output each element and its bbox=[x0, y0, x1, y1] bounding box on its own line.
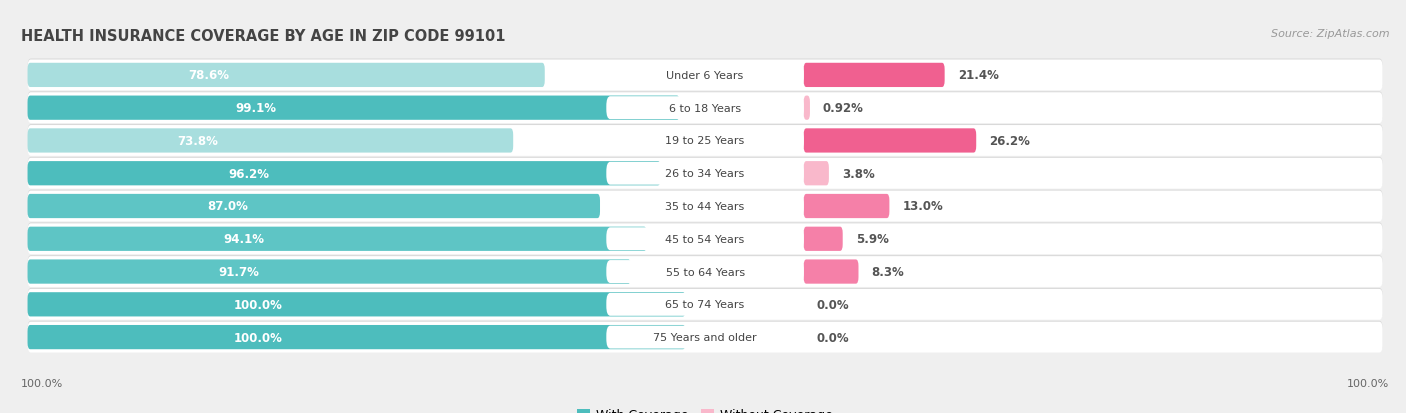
Text: 0.0%: 0.0% bbox=[817, 331, 849, 344]
FancyBboxPatch shape bbox=[606, 97, 804, 120]
Text: 91.7%: 91.7% bbox=[218, 266, 259, 278]
FancyBboxPatch shape bbox=[28, 157, 1382, 188]
Text: 5.9%: 5.9% bbox=[856, 233, 889, 246]
Text: 65 to 74 Years: 65 to 74 Years bbox=[665, 299, 745, 310]
Text: 26 to 34 Years: 26 to 34 Years bbox=[665, 169, 745, 179]
FancyBboxPatch shape bbox=[28, 59, 1382, 90]
Text: 8.3%: 8.3% bbox=[872, 266, 904, 278]
Text: 100.0%: 100.0% bbox=[233, 331, 283, 344]
Text: 45 to 54 Years: 45 to 54 Years bbox=[665, 234, 745, 244]
Text: 0.0%: 0.0% bbox=[817, 298, 849, 311]
Text: 75 Years and older: 75 Years and older bbox=[654, 332, 756, 342]
FancyBboxPatch shape bbox=[28, 288, 1382, 319]
Text: 96.2%: 96.2% bbox=[229, 167, 270, 180]
FancyBboxPatch shape bbox=[28, 260, 631, 284]
FancyBboxPatch shape bbox=[28, 289, 1382, 320]
Text: 3.8%: 3.8% bbox=[842, 167, 875, 180]
FancyBboxPatch shape bbox=[28, 191, 1382, 222]
FancyBboxPatch shape bbox=[804, 195, 890, 218]
Legend: With Coverage, Without Coverage: With Coverage, Without Coverage bbox=[572, 404, 838, 413]
FancyBboxPatch shape bbox=[28, 321, 1382, 352]
FancyBboxPatch shape bbox=[606, 261, 804, 283]
FancyBboxPatch shape bbox=[28, 125, 1382, 156]
FancyBboxPatch shape bbox=[804, 129, 976, 153]
FancyBboxPatch shape bbox=[28, 162, 661, 186]
FancyBboxPatch shape bbox=[28, 126, 1382, 157]
Text: 94.1%: 94.1% bbox=[224, 233, 264, 246]
FancyBboxPatch shape bbox=[606, 162, 804, 185]
FancyBboxPatch shape bbox=[28, 96, 679, 121]
Text: 100.0%: 100.0% bbox=[21, 378, 63, 388]
FancyBboxPatch shape bbox=[28, 159, 1382, 189]
Text: 13.0%: 13.0% bbox=[903, 200, 943, 213]
FancyBboxPatch shape bbox=[28, 322, 1382, 353]
FancyBboxPatch shape bbox=[28, 256, 1382, 286]
Text: 21.4%: 21.4% bbox=[957, 69, 998, 82]
FancyBboxPatch shape bbox=[606, 326, 804, 349]
FancyBboxPatch shape bbox=[606, 195, 804, 218]
Text: 35 to 44 Years: 35 to 44 Years bbox=[665, 202, 745, 211]
FancyBboxPatch shape bbox=[28, 129, 513, 153]
FancyBboxPatch shape bbox=[804, 227, 842, 251]
FancyBboxPatch shape bbox=[606, 293, 804, 316]
Text: 19 to 25 Years: 19 to 25 Years bbox=[665, 136, 745, 146]
Text: 100.0%: 100.0% bbox=[233, 298, 283, 311]
FancyBboxPatch shape bbox=[28, 325, 686, 349]
Text: 0.92%: 0.92% bbox=[823, 102, 863, 115]
Text: 99.1%: 99.1% bbox=[235, 102, 277, 115]
FancyBboxPatch shape bbox=[28, 93, 1382, 124]
FancyBboxPatch shape bbox=[804, 162, 830, 186]
FancyBboxPatch shape bbox=[606, 130, 804, 152]
FancyBboxPatch shape bbox=[28, 195, 600, 218]
FancyBboxPatch shape bbox=[28, 92, 1382, 123]
FancyBboxPatch shape bbox=[28, 292, 686, 317]
Text: Under 6 Years: Under 6 Years bbox=[666, 71, 744, 81]
Text: 26.2%: 26.2% bbox=[990, 135, 1031, 147]
FancyBboxPatch shape bbox=[28, 227, 647, 251]
Text: Source: ZipAtlas.com: Source: ZipAtlas.com bbox=[1271, 29, 1389, 39]
Text: 87.0%: 87.0% bbox=[208, 200, 249, 213]
FancyBboxPatch shape bbox=[28, 60, 1382, 91]
FancyBboxPatch shape bbox=[804, 64, 945, 88]
FancyBboxPatch shape bbox=[28, 64, 544, 88]
Text: 55 to 64 Years: 55 to 64 Years bbox=[665, 267, 745, 277]
Text: 73.8%: 73.8% bbox=[177, 135, 218, 147]
Text: 6 to 18 Years: 6 to 18 Years bbox=[669, 103, 741, 114]
Text: HEALTH INSURANCE COVERAGE BY AGE IN ZIP CODE 99101: HEALTH INSURANCE COVERAGE BY AGE IN ZIP … bbox=[21, 29, 506, 44]
FancyBboxPatch shape bbox=[804, 96, 810, 121]
Text: 78.6%: 78.6% bbox=[188, 69, 229, 82]
FancyBboxPatch shape bbox=[28, 224, 1382, 254]
FancyBboxPatch shape bbox=[804, 260, 859, 284]
FancyBboxPatch shape bbox=[606, 228, 804, 251]
Text: 100.0%: 100.0% bbox=[1347, 378, 1389, 388]
FancyBboxPatch shape bbox=[606, 64, 804, 87]
FancyBboxPatch shape bbox=[28, 190, 1382, 221]
FancyBboxPatch shape bbox=[28, 223, 1382, 254]
FancyBboxPatch shape bbox=[28, 256, 1382, 287]
